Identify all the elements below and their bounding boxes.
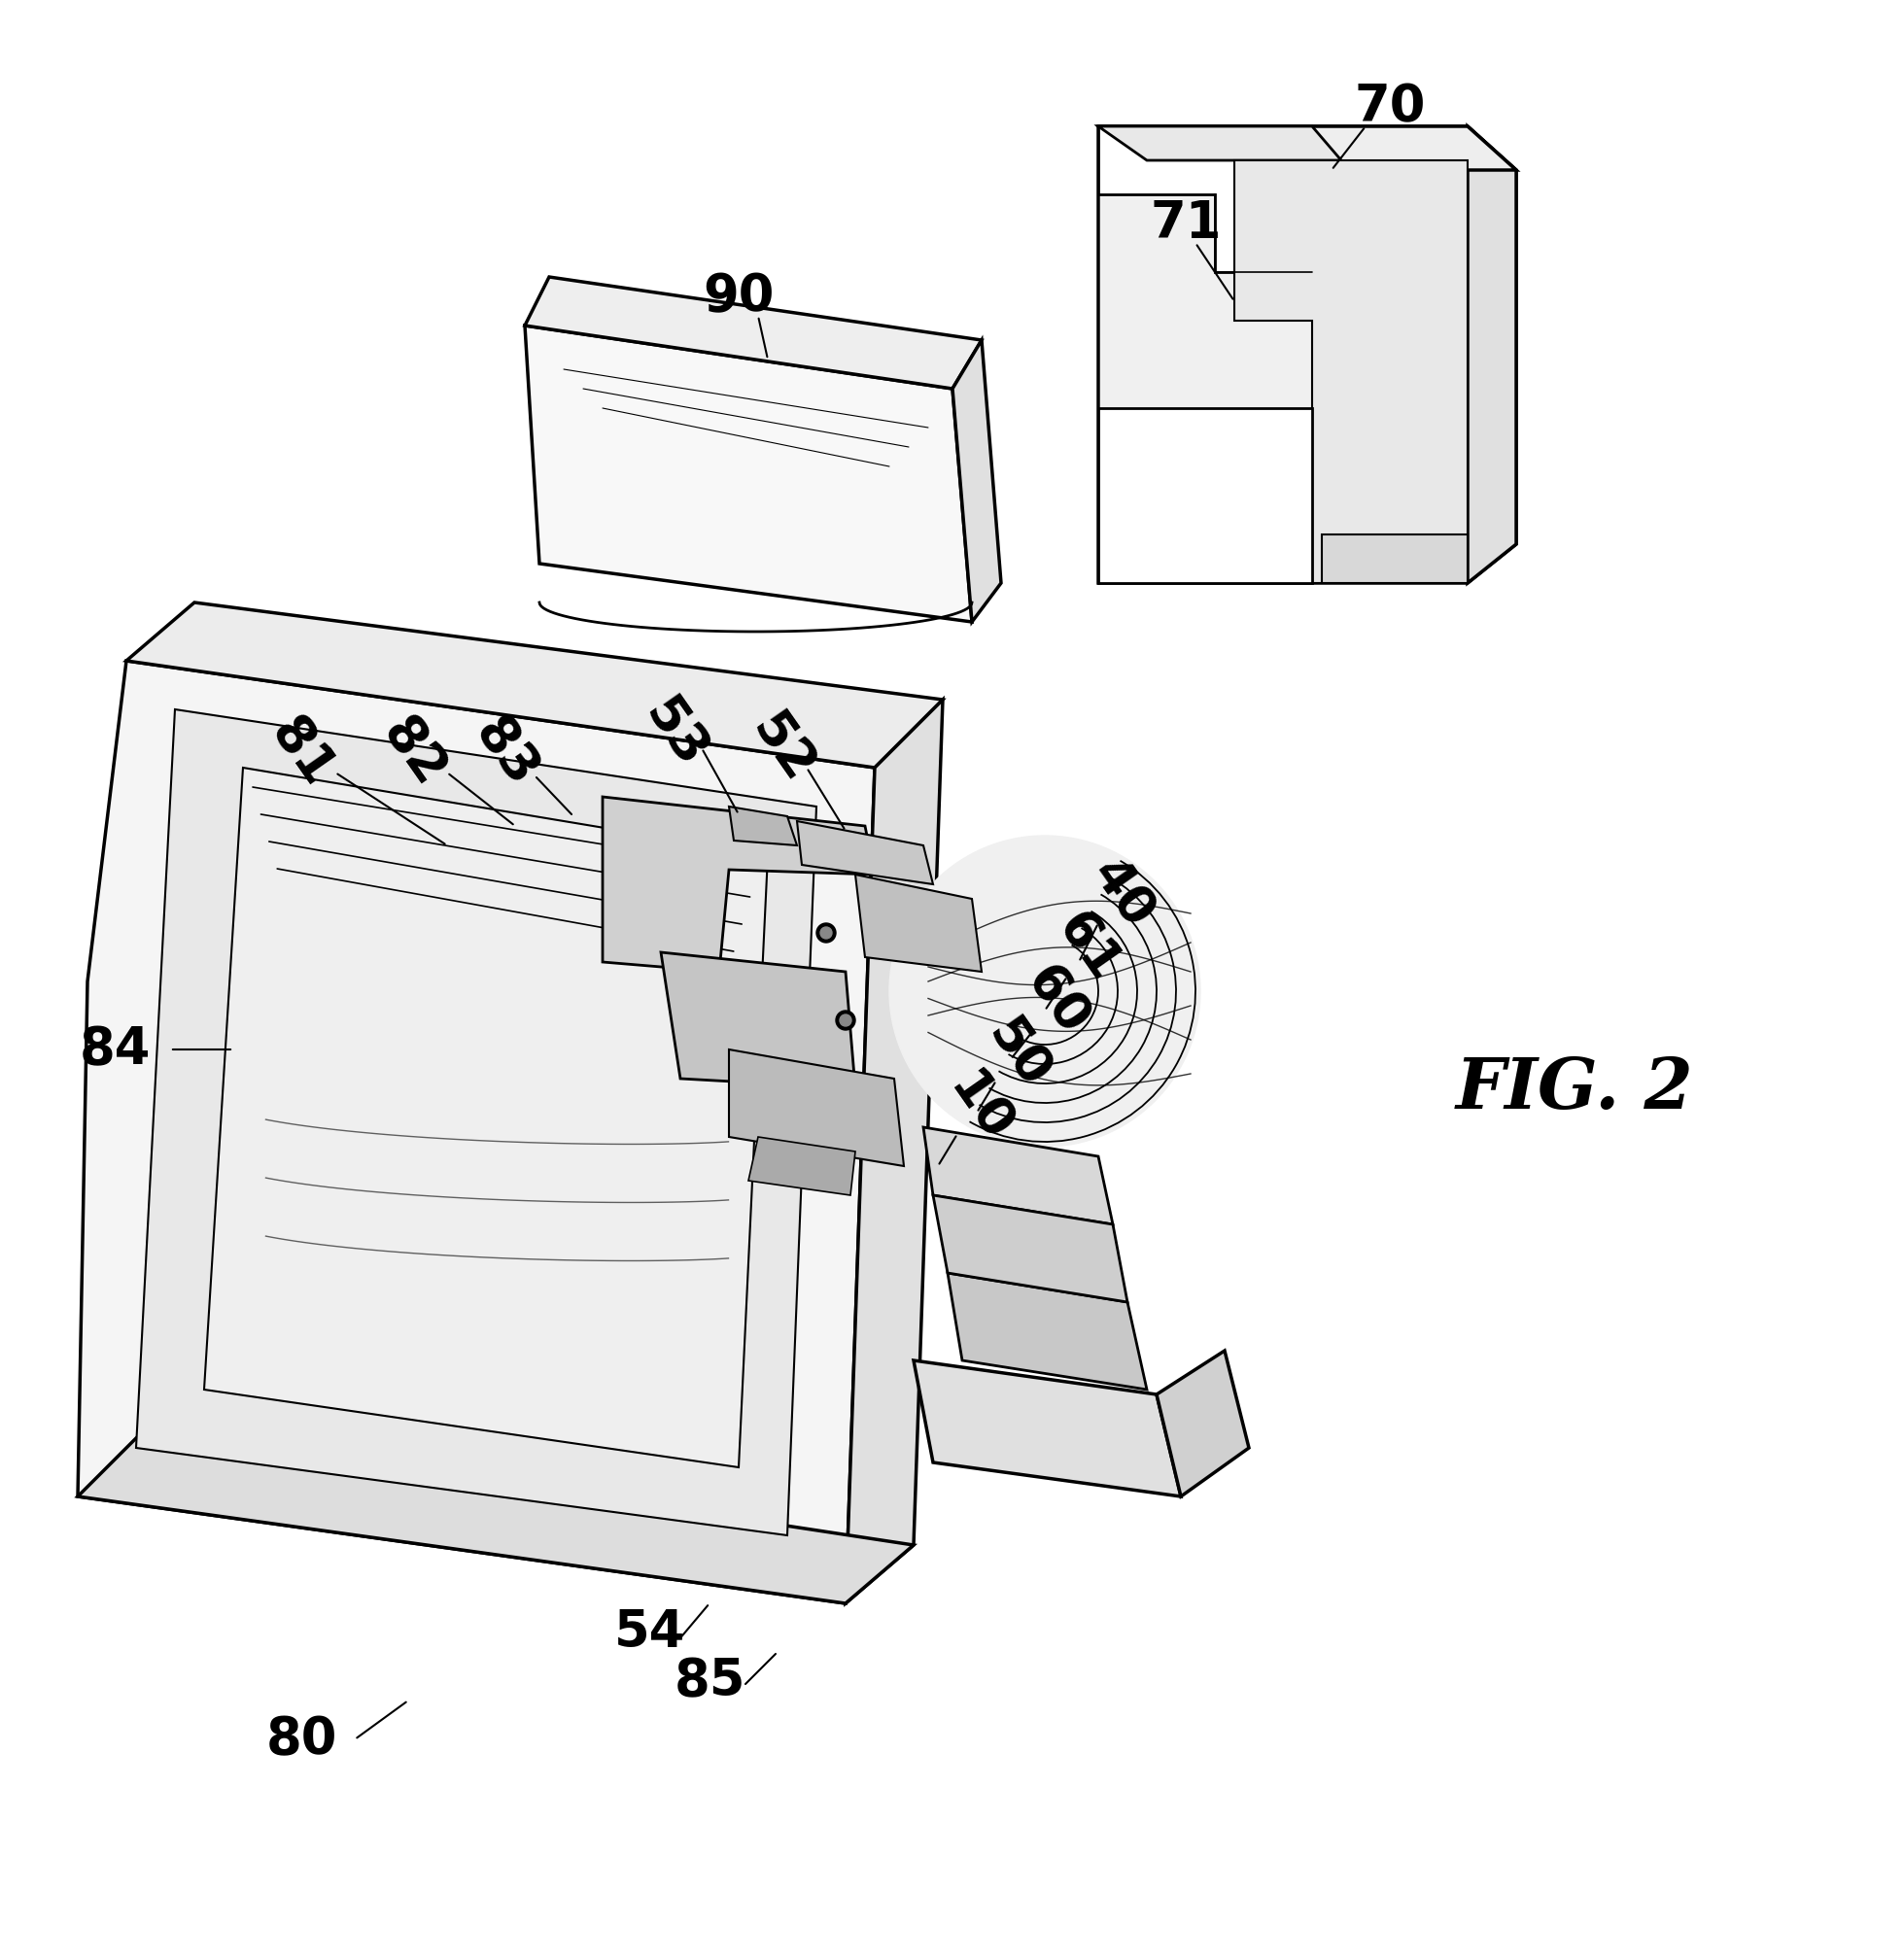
Circle shape	[821, 927, 832, 938]
Text: 50: 50	[977, 1011, 1061, 1097]
Text: 82: 82	[371, 709, 455, 797]
Text: 54: 54	[613, 1606, 685, 1657]
Polygon shape	[1099, 125, 1340, 161]
Polygon shape	[1234, 161, 1468, 584]
Polygon shape	[729, 1050, 904, 1166]
Text: 70: 70	[1354, 82, 1426, 131]
Polygon shape	[135, 709, 817, 1536]
Polygon shape	[1156, 1350, 1249, 1497]
Text: 81: 81	[261, 709, 343, 797]
Text: 90: 90	[703, 270, 775, 321]
Circle shape	[817, 923, 836, 942]
Polygon shape	[1099, 125, 1516, 584]
Polygon shape	[923, 1126, 1112, 1224]
Polygon shape	[78, 660, 874, 1602]
Text: 61: 61	[1047, 903, 1129, 991]
Polygon shape	[126, 603, 942, 768]
Polygon shape	[845, 699, 942, 1602]
Polygon shape	[1099, 125, 1312, 272]
Polygon shape	[855, 874, 982, 972]
Polygon shape	[1468, 125, 1516, 584]
Polygon shape	[748, 1136, 855, 1195]
Text: FIG. 2: FIG. 2	[1457, 1054, 1693, 1123]
Text: 71: 71	[1150, 198, 1222, 249]
Polygon shape	[1321, 535, 1468, 584]
Polygon shape	[914, 1360, 1180, 1497]
Polygon shape	[933, 1195, 1127, 1303]
Polygon shape	[952, 341, 1002, 621]
Text: 85: 85	[674, 1655, 744, 1706]
Text: 83: 83	[465, 709, 546, 797]
Polygon shape	[1099, 407, 1312, 584]
Polygon shape	[526, 325, 971, 621]
Polygon shape	[948, 1273, 1146, 1389]
Polygon shape	[729, 807, 798, 846]
Polygon shape	[661, 952, 855, 1089]
Text: 40: 40	[1081, 850, 1163, 938]
Text: 84: 84	[80, 1025, 150, 1075]
Polygon shape	[526, 276, 982, 388]
Polygon shape	[798, 821, 933, 884]
Polygon shape	[1099, 125, 1516, 170]
Polygon shape	[204, 768, 767, 1467]
Circle shape	[889, 836, 1200, 1146]
Text: 53: 53	[634, 690, 716, 778]
Text: 52: 52	[741, 705, 824, 791]
Text: 10: 10	[939, 1064, 1021, 1152]
Polygon shape	[602, 797, 874, 972]
Circle shape	[840, 1015, 851, 1027]
Circle shape	[836, 1011, 855, 1030]
Polygon shape	[78, 1428, 914, 1602]
Text: 80: 80	[267, 1714, 337, 1765]
Text: 60: 60	[1017, 958, 1099, 1044]
